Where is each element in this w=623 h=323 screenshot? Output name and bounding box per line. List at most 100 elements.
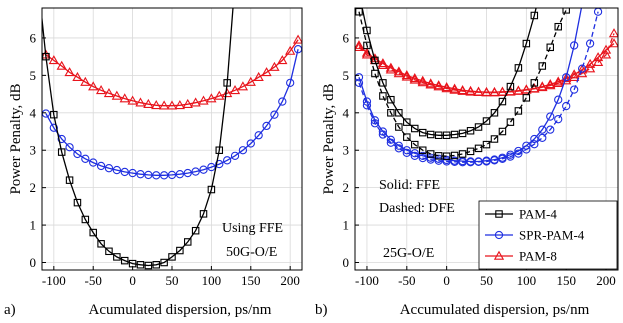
- data-point: [175, 170, 185, 179]
- x-tick-label: -50: [398, 273, 415, 288]
- data-point: [418, 151, 427, 160]
- data-point: [158, 100, 170, 110]
- data-point: [237, 81, 249, 91]
- data-point: [73, 198, 82, 207]
- data-point: [385, 64, 397, 74]
- data-point: [371, 69, 379, 78]
- data-point: [277, 55, 288, 65]
- x-tick-label: 100: [202, 273, 222, 288]
- data-point: [135, 97, 146, 107]
- data-point: [105, 247, 113, 256]
- data-point: [418, 128, 427, 137]
- data-point: [433, 81, 444, 91]
- data-point: [136, 170, 145, 179]
- data-point: [458, 158, 467, 167]
- data-point: [254, 131, 263, 140]
- annotation: 25G-O/E: [383, 246, 434, 261]
- data-point: [285, 45, 296, 55]
- data-point: [355, 41, 365, 52]
- legend: PAM-4 SPR-PAM-4 PAM-8: [478, 200, 618, 270]
- data-point: [159, 171, 169, 180]
- data-point: [403, 133, 411, 141]
- data-point: [425, 78, 436, 88]
- data-point: [425, 79, 436, 89]
- data-point: [450, 130, 459, 139]
- legend-label: SPR-PAM-4: [519, 228, 585, 243]
- data-point: [96, 161, 106, 171]
- data-point: [426, 130, 435, 139]
- y-tick-label: 4: [343, 105, 350, 120]
- data-point: [377, 58, 389, 68]
- data-point: [174, 100, 186, 110]
- data-point: [522, 94, 531, 102]
- data-point: [127, 95, 138, 105]
- data-point: [433, 80, 444, 90]
- data-point: [482, 140, 491, 149]
- data-point: [362, 97, 372, 106]
- data-point: [410, 149, 419, 158]
- data-point: [434, 152, 443, 160]
- data-point: [418, 153, 427, 163]
- x-tick-label: -100: [42, 273, 66, 288]
- data-point: [386, 138, 396, 147]
- data-point: [379, 79, 387, 87]
- data-point: [513, 85, 524, 95]
- series-line-pam4-dfe: [358, 8, 568, 157]
- series-spr-dfe: [355, 8, 603, 167]
- data-point: [222, 88, 233, 98]
- data-point: [89, 158, 98, 167]
- data-point: [490, 109, 499, 117]
- data-point: [417, 75, 428, 85]
- data-point: [410, 151, 419, 160]
- data-point: [395, 109, 403, 117]
- data-point: [409, 73, 420, 83]
- data-point: [120, 256, 129, 265]
- x-tick-label: 200: [596, 273, 616, 288]
- data-point: [42, 52, 50, 61]
- data-point: [538, 133, 547, 143]
- y-axis-title: Power Penalty, dB: [321, 83, 337, 194]
- data-point: [120, 167, 129, 177]
- legend-label: PAM-8: [519, 249, 557, 264]
- data-point: [229, 85, 241, 95]
- y-tick-label: 4: [30, 105, 37, 120]
- data-point: [562, 101, 571, 111]
- data-point: [119, 93, 130, 103]
- x-tick-label: 200: [280, 273, 300, 288]
- data-point: [103, 88, 115, 98]
- data-point: [176, 246, 184, 255]
- data-point: [57, 134, 66, 144]
- data-point: [441, 83, 452, 93]
- data-point: [545, 79, 556, 89]
- y-tick-label: 2: [30, 180, 37, 195]
- data-point: [50, 110, 58, 119]
- data-point: [546, 125, 555, 134]
- data-point: [223, 79, 231, 87]
- data-point: [191, 167, 200, 176]
- data-point: [56, 60, 67, 70]
- data-point: [474, 157, 483, 166]
- data-point: [466, 127, 475, 135]
- data-point: [449, 84, 460, 94]
- data-point: [379, 92, 387, 100]
- data-point: [245, 76, 256, 86]
- data-point: [160, 258, 168, 267]
- x-tick-label: 150: [241, 273, 261, 288]
- data-point: [190, 97, 201, 107]
- data-point: [223, 156, 232, 165]
- data-point: [191, 226, 200, 235]
- data-point: [262, 121, 271, 131]
- data-point: [403, 118, 411, 126]
- data-point: [474, 123, 483, 131]
- data-point: [434, 131, 443, 140]
- data-point: [144, 261, 153, 270]
- data-point: [206, 93, 217, 103]
- y-tick-label: 6: [30, 30, 37, 45]
- data-point: [144, 170, 153, 180]
- legend-entry: SPR-PAM-4: [485, 228, 585, 243]
- data-point: [442, 131, 451, 140]
- data-point: [402, 148, 411, 157]
- y-tick-label: 3: [30, 143, 37, 158]
- data-point: [585, 39, 595, 48]
- data-point: [584, 63, 596, 73]
